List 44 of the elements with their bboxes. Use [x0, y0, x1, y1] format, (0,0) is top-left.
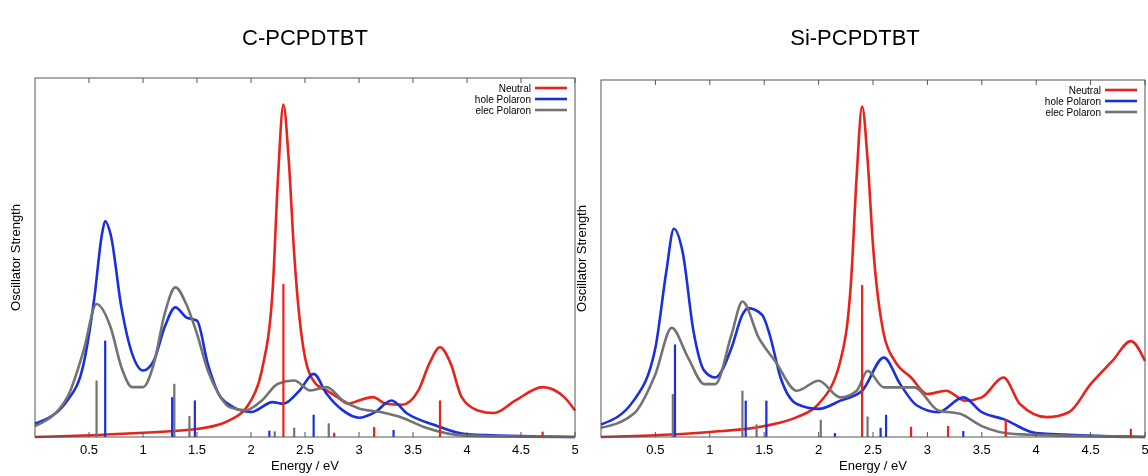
x-tick-label: 3 [923, 442, 932, 457]
chart-title: C-PCPDTBT [242, 25, 368, 50]
chart-title: Si-PCPDTBT [790, 25, 920, 50]
legend-label: elec Polaron [1045, 107, 1101, 118]
bar [188, 416, 191, 437]
bar [866, 416, 869, 437]
x-tick-label: 4.5 [1081, 442, 1100, 457]
x-tick-label: 2.5 [863, 442, 883, 457]
x-tick-label: 1 [139, 442, 147, 457]
bar [104, 340, 107, 437]
x-tick-label: 3.5 [972, 442, 991, 457]
x-tick-label: 0.5 [79, 442, 99, 457]
bar [193, 400, 196, 437]
x-axis-title: Energy / eV [839, 458, 908, 473]
bar [438, 400, 442, 437]
x-tick-label: 4 [1032, 442, 1040, 457]
y-axis-title: Oscillator Strength [574, 205, 589, 312]
x-tick-label: 4 [463, 442, 471, 457]
x-tick-label: 5 [571, 442, 579, 457]
x-tick-label: 3.5 [403, 442, 423, 457]
bar [861, 284, 864, 437]
x-tick-label: 2 [814, 442, 823, 457]
x-tick-label: 5 [1141, 442, 1148, 457]
y-axis-title: Oscillator Strength [8, 204, 23, 311]
legend-label: hole Polaron [474, 94, 531, 105]
bar [392, 430, 395, 437]
x-tick-label: 3 [355, 442, 363, 457]
legend-label: Neutral [498, 83, 531, 94]
x-tick-label: 1 [706, 442, 714, 457]
x-tick-label: 1.5 [187, 442, 207, 457]
x-tick-label: 4.5 [511, 442, 531, 457]
bar [673, 344, 677, 437]
bar [95, 380, 98, 437]
x-axis-title: Energy / eV [271, 458, 340, 473]
bar [755, 424, 758, 437]
legend-label: hole Polaron [1044, 96, 1101, 107]
legend-label: elec Polaron [475, 105, 531, 116]
bar [282, 284, 285, 437]
x-tick-label: 2.5 [295, 442, 315, 457]
legend-label: Neutral [1068, 85, 1101, 96]
bar [741, 390, 744, 437]
x-tick-label: 2 [247, 442, 255, 457]
x-tick-label: 0.5 [646, 442, 665, 457]
x-tick-label: 1.5 [755, 442, 774, 457]
